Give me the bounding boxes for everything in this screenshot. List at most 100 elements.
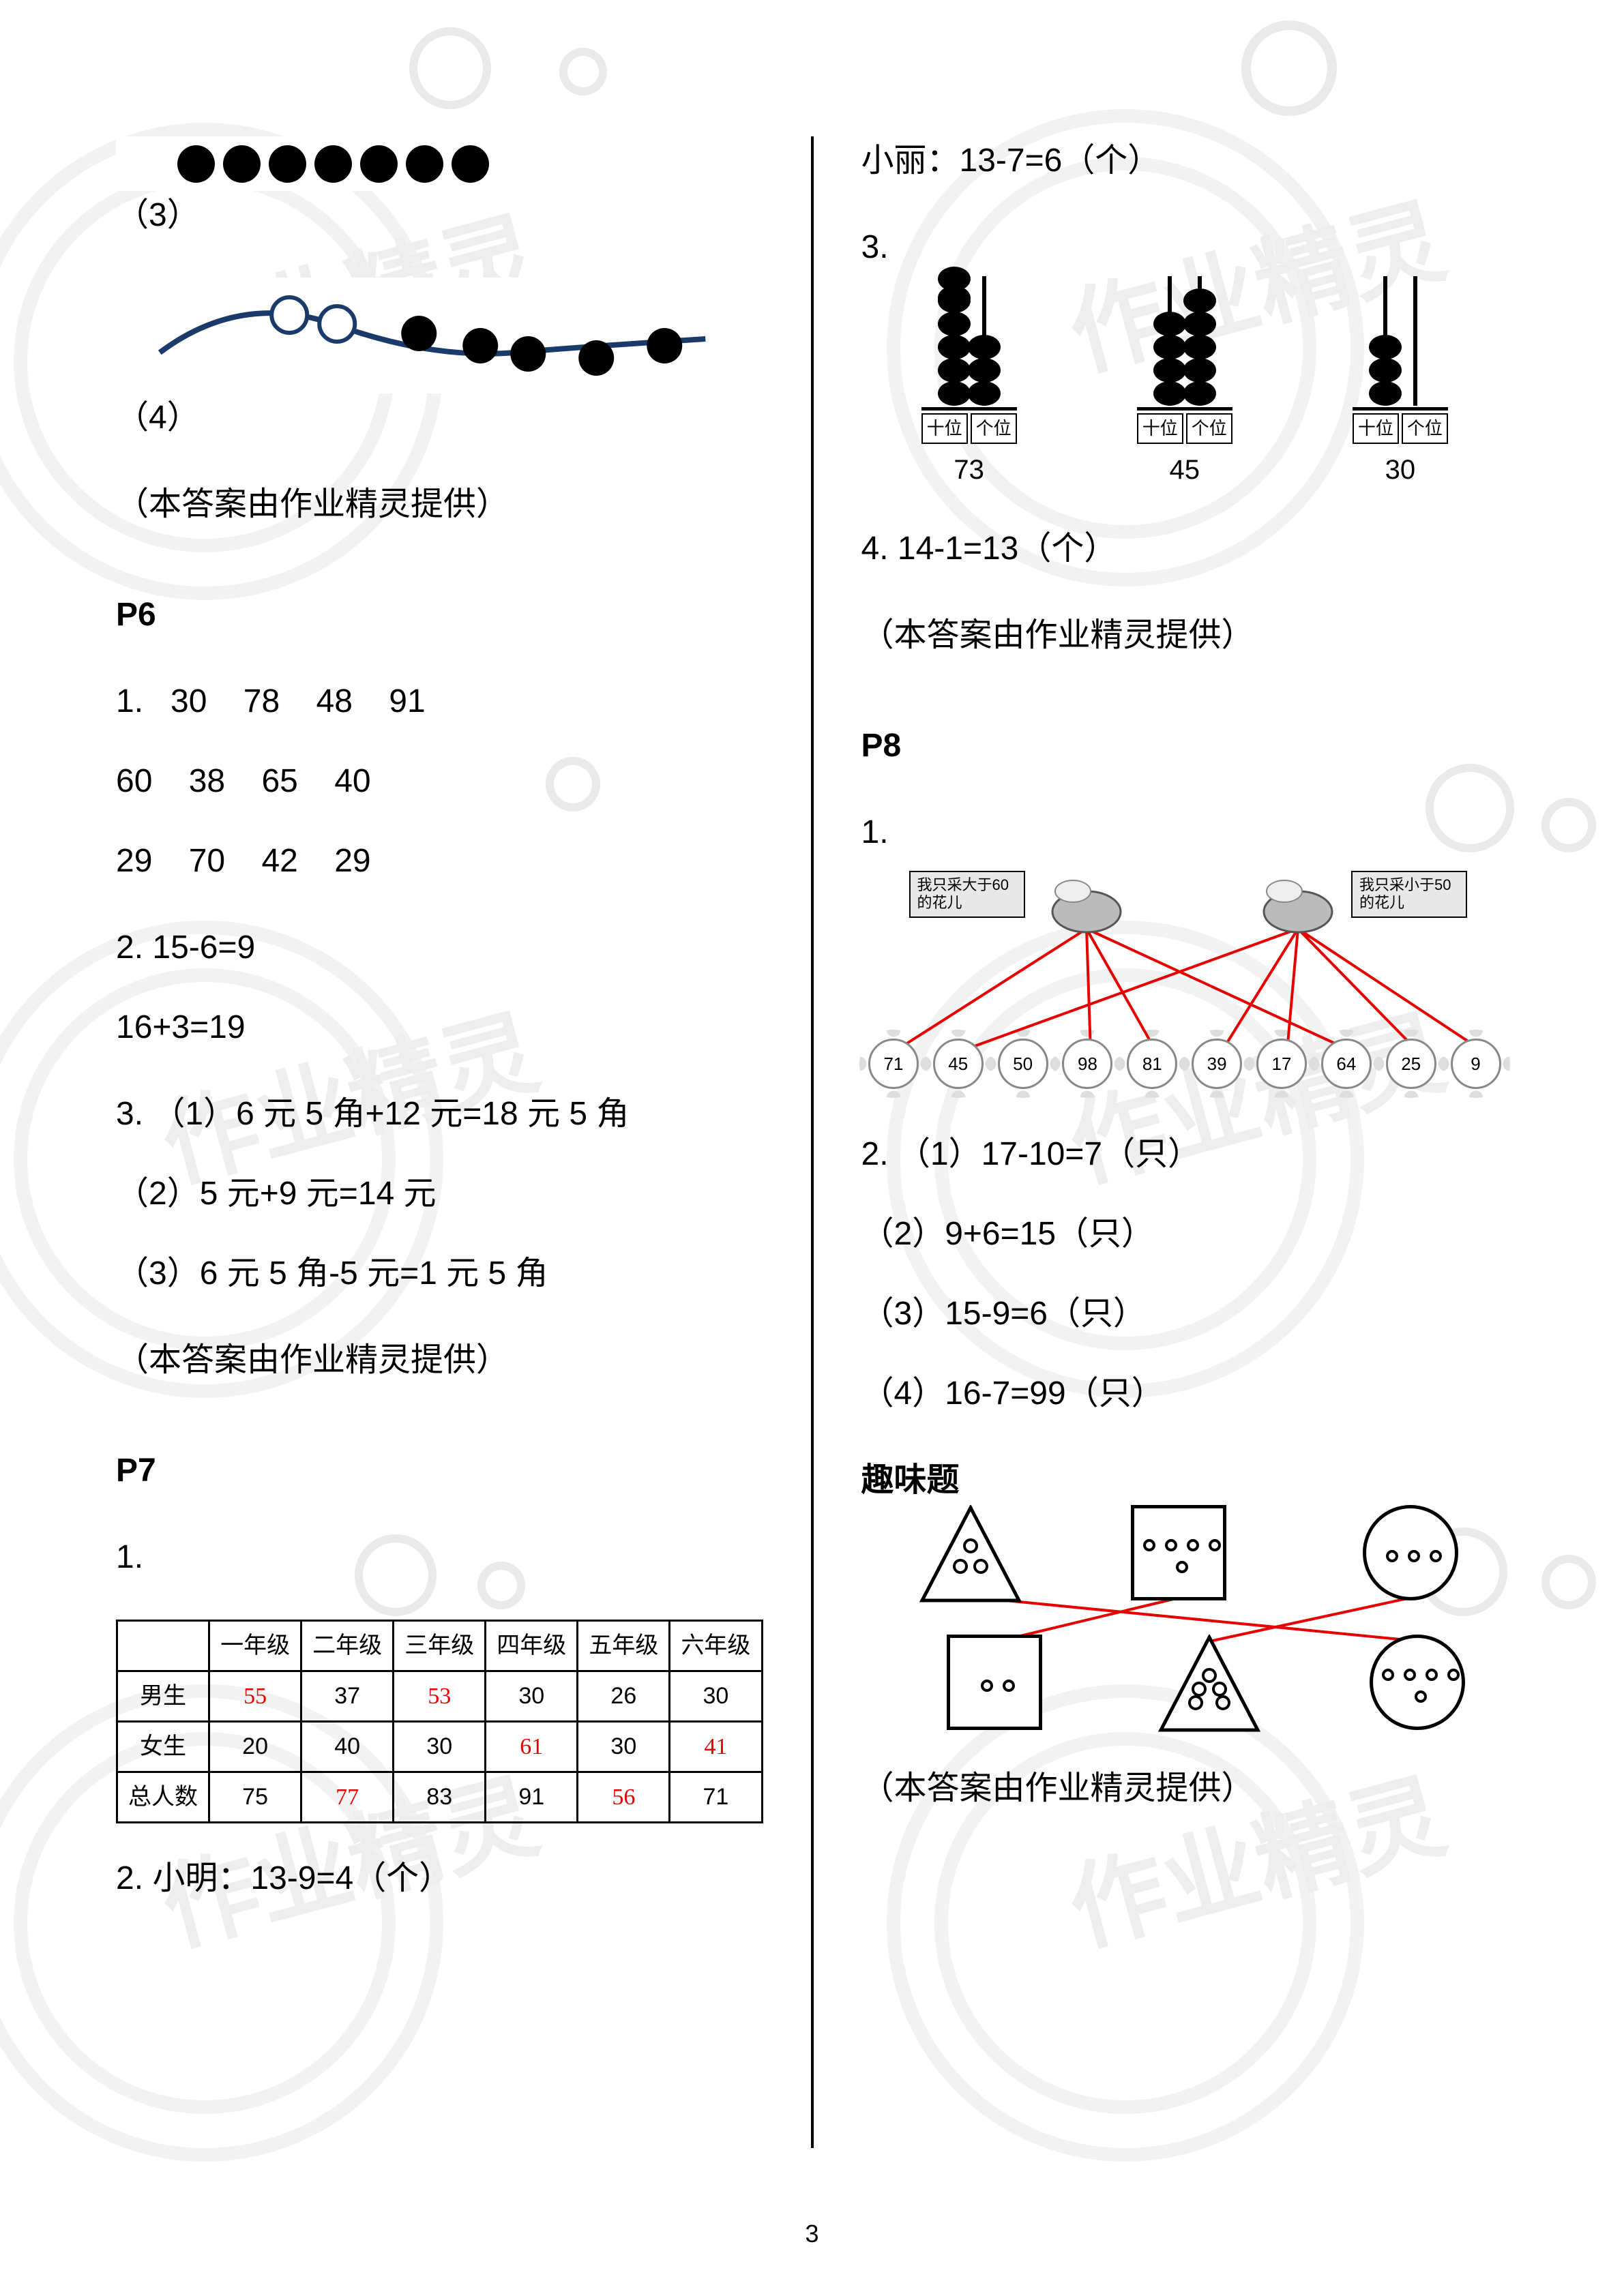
table-cell: 53 (394, 1671, 486, 1722)
abacus-bead-icon (968, 335, 1001, 359)
bead-icon (578, 340, 614, 376)
abacus-bead-icon (938, 335, 971, 359)
right-q3-label: 3. (861, 223, 1509, 272)
shapes-figure (861, 1505, 1509, 1737)
table-cell: 30 (394, 1722, 486, 1772)
flower-icon: 39 (1192, 1039, 1242, 1089)
abacus-rod (1168, 276, 1172, 406)
square-shape-icon (947, 1635, 1049, 1737)
place-label: 十位 (921, 413, 968, 444)
flower-icon: 81 (1127, 1039, 1177, 1089)
p8-q1-label: 1. (861, 808, 1509, 857)
table-cell: 30 (486, 1671, 578, 1722)
right-q4-text: 14-1=13（个） (898, 531, 1117, 567)
flower-icon: 50 (998, 1039, 1048, 1089)
abacus-bead-icon (1369, 335, 1402, 359)
attribution: （本答案由作业精灵提供） (116, 1336, 763, 1385)
table-cell: 75 (209, 1772, 301, 1823)
abacus-bead-icon (1369, 358, 1402, 383)
right-q4: 4. 14-1=13（个） (861, 524, 1509, 573)
p6-q2-label: 2. (116, 929, 143, 966)
abacus-item: 十位个位 73 (921, 274, 1017, 490)
p6-q1-label: 1. (116, 683, 143, 719)
attribution: （本答案由作业精灵提供） (116, 480, 763, 529)
place-label: 十位 (1353, 413, 1399, 444)
flower-icon: 17 (1256, 1039, 1307, 1089)
p6-q2-line: 15-6=9 (152, 929, 255, 966)
abacus-bead-icon (1183, 312, 1216, 336)
table-row: 女生204030613041 (117, 1722, 763, 1772)
triangle-shape-icon (1158, 1635, 1260, 1737)
square-shape-icon (1131, 1505, 1233, 1607)
p8-q2: 2. （1）17-10=7（只） (861, 1130, 1509, 1179)
p8-q2-label: 2. (861, 1136, 889, 1172)
table-header: 四年级 (486, 1621, 578, 1671)
abacus-bead-icon (1183, 381, 1216, 406)
table-cell: 37 (301, 1671, 394, 1722)
attribution: （本答案由作业精灵提供） (861, 611, 1509, 660)
p6-q2-line: 16+3=19 (116, 1003, 763, 1052)
right-top-line: 小丽：13-7=6（个） (861, 136, 1509, 185)
abacus-number: 73 (921, 449, 1017, 490)
abacus-number: 45 (1137, 449, 1232, 490)
circle-shape-icon (1370, 1635, 1472, 1737)
p7-q2-label: 2. (116, 1860, 143, 1896)
flower-icon: 71 (868, 1039, 919, 1089)
table-header (117, 1621, 209, 1671)
flower-icon: 45 (933, 1039, 984, 1089)
abacus-bead-icon (1369, 381, 1402, 406)
p7-table: 一年级二年级三年级四年级五年级六年级 男生553753302630女生20403… (116, 1620, 763, 1823)
p8-q2-item: （1）17-10=7（只） (898, 1136, 1200, 1172)
p6-q1-row: 60 38 65 40 (116, 757, 763, 806)
p8-q2-item: （2）9+6=15（只） (861, 1210, 1509, 1259)
flower-icon: 64 (1321, 1039, 1372, 1089)
table-row-label: 女生 (117, 1722, 209, 1772)
place-label: 十位 (1137, 413, 1183, 444)
abacus-bead-icon (968, 358, 1001, 383)
p8-header: P8 (861, 721, 1509, 771)
p6-q3-item: （1）6 元 5 角+12 元=18 元 5 角 (152, 1096, 629, 1132)
fun-header: 趣味题 (861, 1456, 1509, 1505)
table-cell: 91 (486, 1772, 578, 1823)
attribution: （本答案由作业精灵提供） (861, 1764, 1509, 1813)
right-q4-label: 4. (861, 531, 889, 567)
bead-icon (462, 328, 498, 363)
match-line (1087, 929, 1091, 1052)
dot-icon (223, 145, 261, 183)
table-cell: 83 (394, 1772, 486, 1823)
match-line (1298, 929, 1418, 1052)
table-cell: 56 (578, 1772, 670, 1823)
p6-q3-label: 3. (116, 1096, 143, 1132)
p6-q1-row: 29 70 42 29 (116, 837, 763, 886)
circle-shape-icon (1363, 1505, 1465, 1607)
abacus-bead-icon (1183, 335, 1216, 359)
table-cell: 61 (486, 1722, 578, 1772)
p6-q3-item: （2）5 元+9 元=14 元 (116, 1169, 763, 1219)
table-header: 六年级 (670, 1621, 762, 1671)
table-cell: 71 (670, 1772, 762, 1823)
table-cell: 30 (670, 1671, 762, 1722)
bead-icon (401, 316, 437, 351)
abacus-rod (1383, 276, 1387, 406)
abacus-bead-icon (938, 312, 971, 336)
flower-icon: 98 (1062, 1039, 1112, 1089)
p7-header: P7 (116, 1446, 763, 1495)
bee-figure: 我只采大于60 的花儿 我只采小于50 的花儿 7145509881391764… (861, 864, 1509, 1096)
table-header: 二年级 (301, 1621, 394, 1671)
p6-q3-line: 3. （1）6 元 5 角+12 元=18 元 5 角 (116, 1090, 763, 1139)
abacus-bead-icon (938, 358, 971, 383)
match-line (1222, 929, 1298, 1052)
flower-icon: 25 (1386, 1039, 1436, 1089)
open-bead-icon (271, 297, 307, 333)
abacus-bead-icon (1153, 358, 1186, 383)
dot-icon (406, 145, 443, 183)
abacus-bead-icon (1183, 358, 1216, 383)
triangle-shape-icon (919, 1505, 1022, 1607)
place-label: 个位 (971, 413, 1017, 444)
place-label: 个位 (1402, 413, 1448, 444)
abacus-number: 30 (1353, 449, 1448, 490)
table-cell: 41 (670, 1722, 762, 1772)
table-cell: 30 (578, 1722, 670, 1772)
p7-q2: 2. 小明：13-9=4（个） (116, 1854, 763, 1903)
match-line (1087, 929, 1156, 1052)
